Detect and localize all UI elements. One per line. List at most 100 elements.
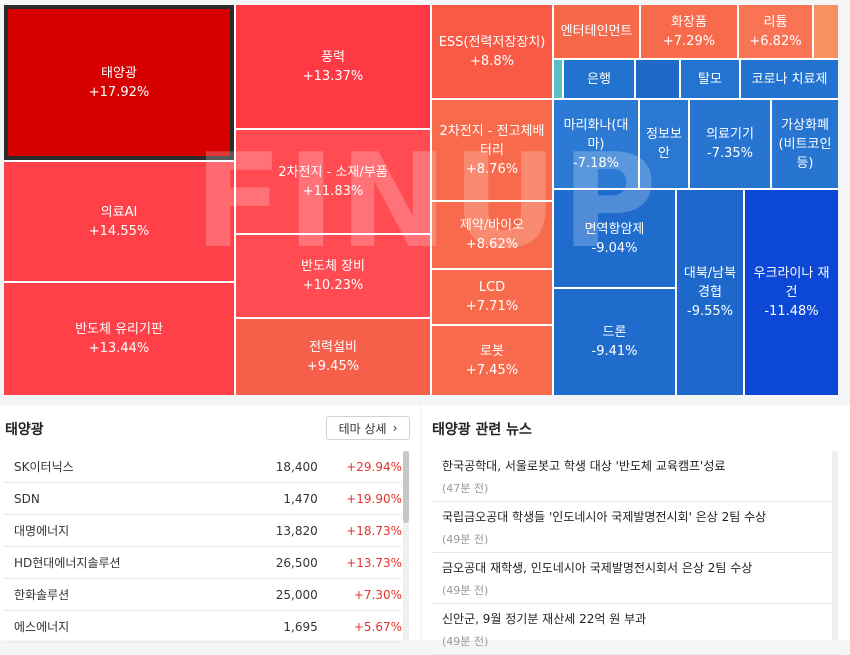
stock-list: SK이터닉스 18,400 +29.94% SDN 1,470 +19.90% … <box>4 451 402 643</box>
tile-label: 면역항암제 <box>584 221 645 237</box>
tile-marijuana[interactable]: 마리화나(대마) -7.18% <box>554 100 638 188</box>
stock-price: 1,695 <box>283 619 318 634</box>
news-item[interactable]: 국립금오공대 학생들 '인도네시아 국제발명전시회' 은상 2팀 수상 (49분… <box>432 502 837 553</box>
tile-label: 전력설비 <box>309 340 357 355</box>
tile-bank[interactable]: 은행 <box>564 60 634 98</box>
tile-label: ESS(전력저장장치) <box>438 34 546 50</box>
tile-crypto[interactable]: 가상화폐(비트코인 등) <box>772 100 838 188</box>
news-headline[interactable]: 국립금오공대 학생들 '인도네시아 국제발명전시회' 은상 2팀 수상 <box>442 510 767 524</box>
tile-change: -7.35% <box>707 146 753 161</box>
stock-row[interactable]: SDN 1,470 +19.90% <box>4 483 402 515</box>
tile-label: 대북/남북경협 <box>683 266 737 300</box>
stock-name: 대명에너지 <box>14 524 70 538</box>
tile-label: 엔터테인먼트 <box>560 24 633 39</box>
tile-change: +8.62% <box>465 237 519 252</box>
tile-label: 2차전지 - 소재/부품 <box>278 164 388 180</box>
tile-solid-state-battery[interactable]: 2차전지 - 전고체배터리 +8.76% <box>432 100 552 200</box>
tile-label: 탈모 <box>698 71 722 87</box>
stock-change: +5.67% <box>353 619 403 634</box>
tile-drone[interactable]: 드론 -9.41% <box>554 289 675 395</box>
stock-price: 18,400 <box>275 459 318 474</box>
tile-change: +7.45% <box>465 362 519 378</box>
tile-change: +9.45% <box>306 359 360 374</box>
tile-cosmetics[interactable]: 화장품 +7.29% <box>641 5 737 58</box>
stock-row[interactable]: 대명에너지 13,820 +18.73% <box>4 515 402 547</box>
tile-ess[interactable]: ESS(전력저장장치) +8.8% <box>432 5 552 98</box>
tile-ukraine-reconstruction[interactable]: 우크라이나 재건 -11.48% <box>745 190 838 395</box>
stock-row[interactable]: 에스에너지 1,695 +5.67% <box>4 611 402 643</box>
stock-change: +7.30% <box>353 587 403 602</box>
tile-change: -11.48% <box>764 304 819 319</box>
tile-label: 정보보안 <box>646 127 682 161</box>
news-time: (47분 전) <box>442 482 489 495</box>
tile-solar[interactable]: 태양광 +17.92% <box>4 5 234 160</box>
news-time: (49분 전) <box>442 533 489 546</box>
tile-semiconductor-equipment[interactable]: 반도체 장비 +10.23% <box>236 235 430 317</box>
theme-title: 태양광 <box>5 422 44 438</box>
theme-detail-button[interactable]: 테마 상세 › <box>326 416 410 440</box>
chevron-right-icon: › <box>392 421 398 435</box>
tile-battery-materials[interactable]: 2차전지 - 소재/부품 +11.83% <box>236 130 430 233</box>
tile-change: +17.92% <box>88 84 150 100</box>
tile-label: 풍력 <box>321 49 345 65</box>
tile-change: -9.41% <box>591 344 638 359</box>
tile-change: +14.55% <box>88 223 150 239</box>
tile-label: 로봇 <box>480 343 504 359</box>
tile-pharma-bio[interactable]: 제약/바이오 +8.62% <box>432 202 552 268</box>
tile-label: 드론 <box>602 325 627 340</box>
news-list: 한국공학대, 서울로봇고 학생 대상 '반도체 교육캠프'성료 (47분 전) … <box>432 451 837 655</box>
tile-medical-devices[interactable]: 의료기기 -7.35% <box>690 100 770 188</box>
tile-change: +8.8% <box>470 53 514 69</box>
tile-robot[interactable]: 로봇 +7.45% <box>432 326 552 395</box>
tile-info-security[interactable]: 정보보안 <box>640 100 688 188</box>
tile-label: 의료기기 <box>706 127 754 142</box>
tile-change: +7.71% <box>465 299 519 314</box>
stock-change: +13.73% <box>346 555 403 570</box>
tile-change: +8.76% <box>465 161 519 177</box>
tile-entertainment[interactable]: 엔터테인먼트 <box>554 5 639 58</box>
stock-price: 13,820 <box>275 523 318 538</box>
news-item[interactable]: 금오공대 재학생, 인도네시아 국제발명전시회서 은상 2팀 수상 (49분 전… <box>432 553 837 604</box>
tile-lithium[interactable]: 리튬 +6.82% <box>739 5 812 58</box>
news-panel: 태양광 관련 뉴스 한국공학대, 서울로봇고 학생 대상 '반도체 교육캠프'성… <box>422 405 850 655</box>
tile-wind[interactable]: 풍력 +13.37% <box>236 5 430 128</box>
tile-label: 화장품 <box>671 14 707 30</box>
stock-name: SK이터닉스 <box>14 460 74 474</box>
news-item[interactable]: 한국공학대, 서울로봇고 학생 대상 '반도체 교육캠프'성료 (47분 전) <box>432 451 837 502</box>
news-headline[interactable]: 신안군, 9월 정기분 재산세 22억 원 부과 <box>442 612 647 626</box>
news-headline[interactable]: 한국공학대, 서울로봇고 학생 대상 '반도체 교육캠프'성료 <box>442 459 726 473</box>
tile-inter-korea[interactable]: 대북/남북경협 -9.55% <box>677 190 743 395</box>
tile-label: 가상화폐(비트코인 등) <box>778 117 832 171</box>
tile-small-teal[interactable] <box>554 60 562 98</box>
tile-glass-substrate[interactable]: 반도체 유리기판 +13.44% <box>4 283 234 395</box>
stock-row[interactable]: 한화솔루션 25,000 +7.30% <box>4 579 402 611</box>
tile-label: 반도체 장비 <box>301 259 365 274</box>
tile-lcd[interactable]: LCD +7.71% <box>432 270 552 324</box>
tile-covid-treatment[interactable]: 코로나 치료제 <box>741 60 838 98</box>
tile-label: LCD <box>478 280 506 295</box>
tile-label: 리튬 <box>763 14 788 30</box>
stock-row[interactable]: SK이터닉스 18,400 +29.94% <box>4 451 402 483</box>
tile-label: 태양광 <box>101 65 137 81</box>
stock-price: 25,000 <box>275 587 318 602</box>
news-headline[interactable]: 금오공대 재학생, 인도네시아 국제발명전시회서 은상 2팀 수상 <box>442 561 753 575</box>
tile-medical-ai[interactable]: 의료AI +14.55% <box>4 162 234 281</box>
scrollbar-thumb[interactable] <box>403 451 409 523</box>
tile-change: +11.83% <box>302 183 364 199</box>
stock-row[interactable]: HD현대에너지솔루션 26,500 +13.73% <box>4 547 402 579</box>
tile-small-orange[interactable] <box>814 5 838 58</box>
tile-power-equipment[interactable]: 전력설비 +9.45% <box>236 319 430 395</box>
stock-name: 에스에너지 <box>14 620 70 634</box>
tile-hair-loss[interactable]: 탈모 <box>681 60 739 98</box>
stock-list-scrollbar[interactable] <box>403 451 409 640</box>
tile-change: -7.18% <box>573 155 619 171</box>
news-list-scrollbar[interactable] <box>832 451 838 640</box>
tile-label: 은행 <box>587 71 611 87</box>
news-title: 태양광 관련 뉴스 <box>432 422 532 438</box>
tile-immuno-oncology[interactable]: 면역항암제 -9.04% <box>554 190 675 287</box>
tile-label: 코로나 치료제 <box>751 71 828 87</box>
theme-treemap: 태양광 +17.92% 풍력 +13.37% ESS(전력저장장치) +8.8%… <box>4 5 838 395</box>
tile-change: -9.55% <box>687 304 733 319</box>
news-item[interactable]: 신안군, 9월 정기분 재산세 22억 원 부과 (49분 전) <box>432 604 837 655</box>
tile-blank-blue[interactable] <box>636 60 679 98</box>
